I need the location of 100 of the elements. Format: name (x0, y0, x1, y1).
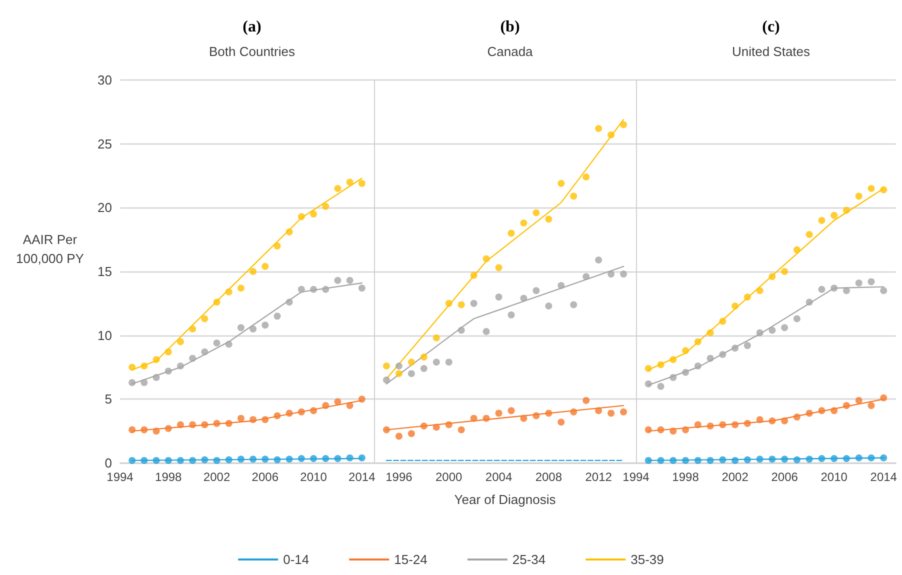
y-tick-label: 20 (98, 200, 112, 216)
point (793, 315, 800, 322)
x-tick-label: 1998 (672, 470, 700, 484)
x-tick-label: 2014 (870, 470, 898, 484)
point (176, 362, 184, 370)
point (237, 324, 244, 332)
point (595, 125, 602, 132)
point (164, 368, 172, 375)
point (768, 417, 776, 424)
point (152, 356, 160, 364)
point (793, 414, 800, 421)
point (608, 270, 615, 278)
point (152, 428, 160, 435)
y-axis-title: AAIR Per 100,000 PY (15, 231, 85, 268)
point (128, 426, 136, 434)
point (346, 178, 354, 186)
point (482, 328, 490, 335)
point (706, 456, 714, 464)
chart-subtitle: United States (732, 44, 811, 59)
point (830, 407, 838, 414)
point (310, 210, 318, 218)
point (732, 344, 739, 352)
point (189, 421, 196, 428)
point (201, 315, 208, 322)
point (706, 422, 714, 430)
point (382, 426, 390, 434)
point (558, 418, 565, 426)
point (868, 402, 875, 410)
point (781, 324, 788, 332)
point (408, 358, 415, 366)
point (830, 455, 838, 462)
point (358, 284, 366, 292)
point (334, 455, 342, 462)
legend-label: 15-24 (394, 552, 428, 567)
point (189, 325, 196, 332)
point (868, 278, 875, 286)
point (128, 364, 136, 371)
point (806, 298, 813, 306)
point (213, 420, 220, 427)
point (322, 202, 330, 210)
point (420, 422, 428, 430)
point (262, 456, 269, 463)
point (274, 312, 281, 320)
point (558, 282, 565, 290)
point (420, 365, 428, 372)
point (768, 456, 776, 463)
point (262, 416, 269, 424)
point (570, 408, 578, 416)
point (868, 454, 875, 462)
y-tick-label: 30 (98, 72, 112, 88)
point (358, 454, 366, 462)
point (756, 416, 764, 424)
point (818, 455, 826, 462)
point (445, 358, 452, 366)
point (140, 379, 148, 386)
legend-label: 0-14 (283, 552, 310, 567)
point (644, 426, 652, 434)
point (298, 408, 305, 416)
x-tick-label: 2002 (203, 470, 230, 484)
point (495, 410, 502, 417)
y-tick-label: 0 (104, 456, 112, 470)
point (682, 426, 690, 434)
point (620, 270, 628, 278)
point (682, 456, 690, 464)
point (880, 186, 888, 194)
point (768, 326, 776, 334)
point (756, 456, 764, 463)
point (334, 185, 342, 192)
point (164, 348, 172, 356)
chart-title: (c) (762, 18, 780, 36)
point (445, 300, 452, 307)
point (756, 329, 764, 336)
point (694, 456, 702, 464)
point (806, 456, 813, 463)
point (334, 398, 342, 406)
point (657, 361, 664, 368)
x-tick-label: 1996 (386, 470, 413, 484)
point (408, 370, 415, 378)
point (880, 454, 888, 462)
point (719, 456, 726, 464)
point (806, 410, 813, 417)
legend-label: 35-39 (630, 552, 664, 567)
point (358, 180, 366, 187)
point (408, 430, 415, 438)
point (558, 180, 565, 187)
point (189, 354, 196, 362)
point (644, 365, 652, 372)
point (719, 350, 726, 358)
point (842, 402, 850, 410)
point (346, 454, 354, 462)
point (793, 246, 800, 254)
point (855, 454, 862, 462)
point (164, 456, 172, 464)
point (855, 396, 862, 404)
point (250, 416, 257, 424)
point (608, 410, 615, 417)
point (781, 456, 788, 463)
point (395, 432, 402, 440)
point (382, 376, 390, 384)
point (657, 382, 664, 390)
